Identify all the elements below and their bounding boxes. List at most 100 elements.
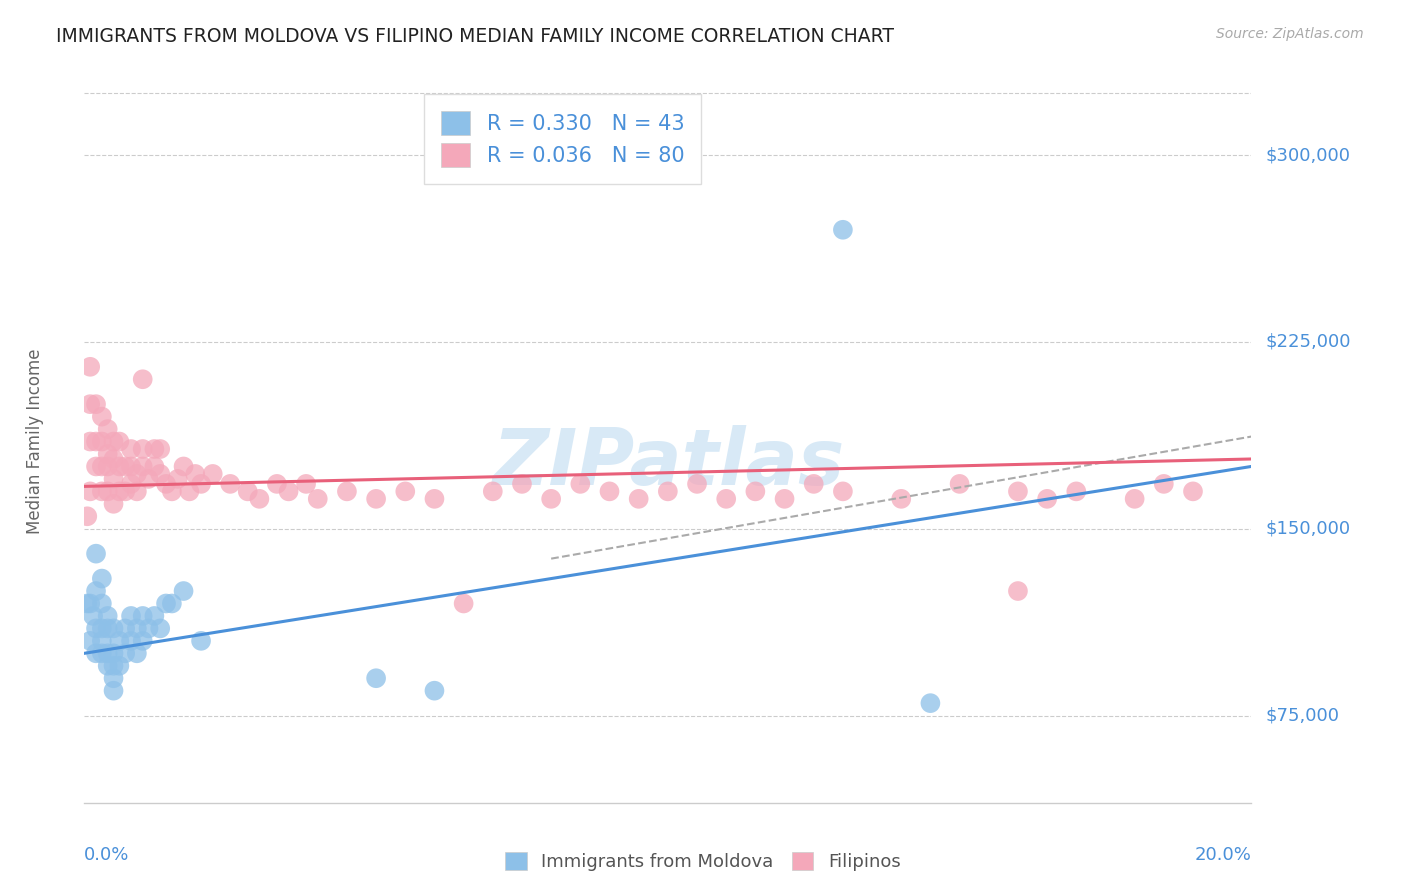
Point bbox=[82, 609, 104, 624]
Text: $150,000: $150,000 bbox=[1265, 520, 1350, 538]
Point bbox=[90, 434, 112, 449]
Point bbox=[773, 491, 796, 506]
Point bbox=[84, 547, 107, 561]
Point bbox=[76, 509, 98, 524]
Point bbox=[108, 658, 131, 673]
Point bbox=[79, 434, 101, 449]
Point bbox=[90, 409, 112, 424]
Point bbox=[599, 484, 621, 499]
Point bbox=[627, 491, 650, 506]
Point bbox=[108, 459, 131, 474]
Point bbox=[832, 223, 855, 237]
Point bbox=[143, 442, 166, 456]
Point bbox=[103, 434, 125, 449]
Point bbox=[1007, 584, 1029, 599]
Point bbox=[744, 484, 766, 499]
Point bbox=[832, 484, 855, 499]
Point bbox=[114, 459, 136, 474]
Point bbox=[716, 491, 738, 506]
Point bbox=[84, 459, 107, 474]
Point bbox=[90, 572, 112, 586]
Text: $225,000: $225,000 bbox=[1265, 333, 1351, 351]
Point bbox=[1036, 491, 1059, 506]
Point bbox=[120, 476, 142, 491]
Point bbox=[890, 491, 912, 506]
Point bbox=[108, 633, 131, 648]
Point bbox=[97, 658, 120, 673]
Point bbox=[103, 683, 125, 698]
Point bbox=[277, 484, 299, 499]
Point bbox=[84, 434, 107, 449]
Point bbox=[366, 671, 388, 685]
Point bbox=[97, 447, 120, 461]
Point bbox=[249, 491, 271, 506]
Point bbox=[97, 484, 120, 499]
Point bbox=[79, 359, 101, 374]
Point bbox=[179, 484, 201, 499]
Point bbox=[97, 621, 120, 635]
Point bbox=[103, 452, 125, 467]
Point bbox=[103, 472, 125, 486]
Point bbox=[125, 621, 148, 635]
Text: 20.0%: 20.0% bbox=[1195, 847, 1251, 864]
Text: Source: ZipAtlas.com: Source: ZipAtlas.com bbox=[1216, 27, 1364, 41]
Point bbox=[920, 696, 942, 710]
Point bbox=[149, 442, 172, 456]
Point bbox=[97, 422, 120, 436]
Point bbox=[173, 584, 195, 599]
Point bbox=[686, 476, 709, 491]
Text: ZIPatlas: ZIPatlas bbox=[492, 425, 844, 501]
Point bbox=[76, 597, 98, 611]
Point bbox=[1123, 491, 1146, 506]
Point bbox=[201, 467, 224, 481]
Point bbox=[90, 646, 112, 660]
Point bbox=[155, 476, 177, 491]
Point bbox=[103, 621, 125, 635]
Point bbox=[84, 584, 107, 599]
Point bbox=[108, 484, 131, 499]
Point bbox=[149, 467, 172, 481]
Point bbox=[423, 491, 446, 506]
Point bbox=[79, 633, 101, 648]
Point bbox=[166, 472, 188, 486]
Text: IMMIGRANTS FROM MOLDOVA VS FILIPINO MEDIAN FAMILY INCOME CORRELATION CHART: IMMIGRANTS FROM MOLDOVA VS FILIPINO MEDI… bbox=[56, 27, 894, 45]
Point bbox=[173, 459, 195, 474]
Point bbox=[143, 609, 166, 624]
Point bbox=[79, 484, 101, 499]
Point bbox=[190, 633, 212, 648]
Point bbox=[184, 467, 207, 481]
Point bbox=[125, 467, 148, 481]
Point bbox=[540, 491, 562, 506]
Point bbox=[79, 397, 101, 411]
Point bbox=[103, 658, 125, 673]
Point bbox=[114, 484, 136, 499]
Point bbox=[120, 633, 142, 648]
Point bbox=[132, 609, 155, 624]
Point bbox=[84, 621, 107, 635]
Point bbox=[108, 434, 131, 449]
Point bbox=[949, 476, 972, 491]
Point bbox=[190, 476, 212, 491]
Point bbox=[155, 597, 177, 611]
Point bbox=[1182, 484, 1205, 499]
Point bbox=[266, 476, 288, 491]
Point bbox=[103, 671, 125, 685]
Point bbox=[97, 646, 120, 660]
Point bbox=[132, 442, 155, 456]
Legend: R = 0.330   N = 43, R = 0.036   N = 80: R = 0.330 N = 43, R = 0.036 N = 80 bbox=[425, 95, 702, 184]
Point bbox=[569, 476, 592, 491]
Point bbox=[366, 491, 388, 506]
Point bbox=[120, 459, 142, 474]
Point bbox=[120, 442, 142, 456]
Point bbox=[79, 597, 101, 611]
Point bbox=[132, 633, 155, 648]
Point bbox=[423, 683, 446, 698]
Point bbox=[97, 459, 120, 474]
Point bbox=[143, 459, 166, 474]
Point bbox=[90, 459, 112, 474]
Point bbox=[90, 484, 112, 499]
Point bbox=[236, 484, 259, 499]
Point bbox=[90, 633, 112, 648]
Point bbox=[114, 621, 136, 635]
Point bbox=[90, 597, 112, 611]
